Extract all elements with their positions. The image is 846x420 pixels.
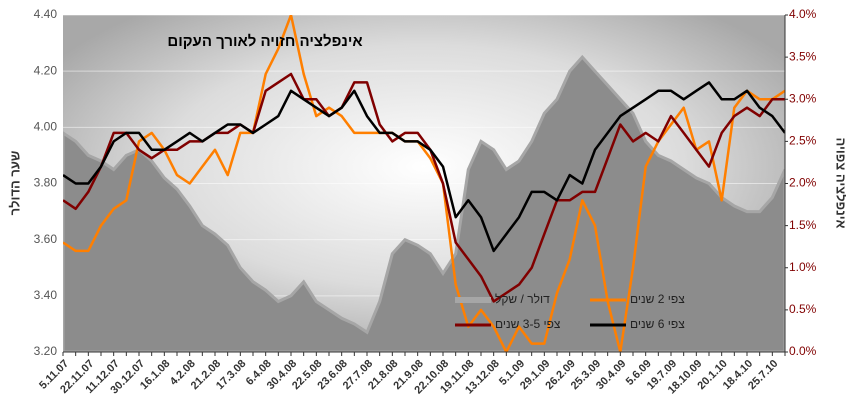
y2-tick-label: 4.0% xyxy=(789,7,817,21)
legend-label: צפי 3-5 שנים xyxy=(495,317,561,331)
y-tick-label: 3.40 xyxy=(34,288,58,302)
y2-tick-label: 1.0% xyxy=(789,260,817,274)
y2-tick-label: 2.5% xyxy=(789,134,817,148)
y2-tick-label: 3.0% xyxy=(789,91,817,105)
y-tick-label: 3.80 xyxy=(34,176,58,190)
y-tick-label: 4.40 xyxy=(34,7,58,21)
line xyxy=(63,81,785,253)
legend-label: צפי 2 שנים xyxy=(630,292,685,306)
y2-axis-label: אינפלציה צפויה xyxy=(834,137,846,228)
line xyxy=(63,72,785,303)
y2-tick-label: 0.0% xyxy=(789,344,817,358)
chart-title: אינפלציה חזויה לאורך העקום xyxy=(167,33,362,50)
y-tick-label: 3.60 xyxy=(34,232,58,246)
y-tick-label: 4.00 xyxy=(34,120,58,134)
legend-label: דולר / שקל xyxy=(495,292,550,306)
legend-label: צפי 6 שנים xyxy=(630,317,685,331)
y2-tick-label: 2.0% xyxy=(789,176,817,190)
y2-tick-label: 3.5% xyxy=(789,49,817,63)
y-axis-label: שער הדולר xyxy=(7,151,22,216)
line xyxy=(63,15,785,352)
y2-tick-label: 1.5% xyxy=(789,218,817,232)
y-tick-label: 4.20 xyxy=(34,63,58,77)
y2-tick-label: 0.5% xyxy=(789,302,817,316)
legend: דולר / שקל צפי 2 שנים צפי 3-5 שנים צפי 6 שנ… xyxy=(455,292,685,331)
y-tick-label: 3.20 xyxy=(34,344,58,358)
